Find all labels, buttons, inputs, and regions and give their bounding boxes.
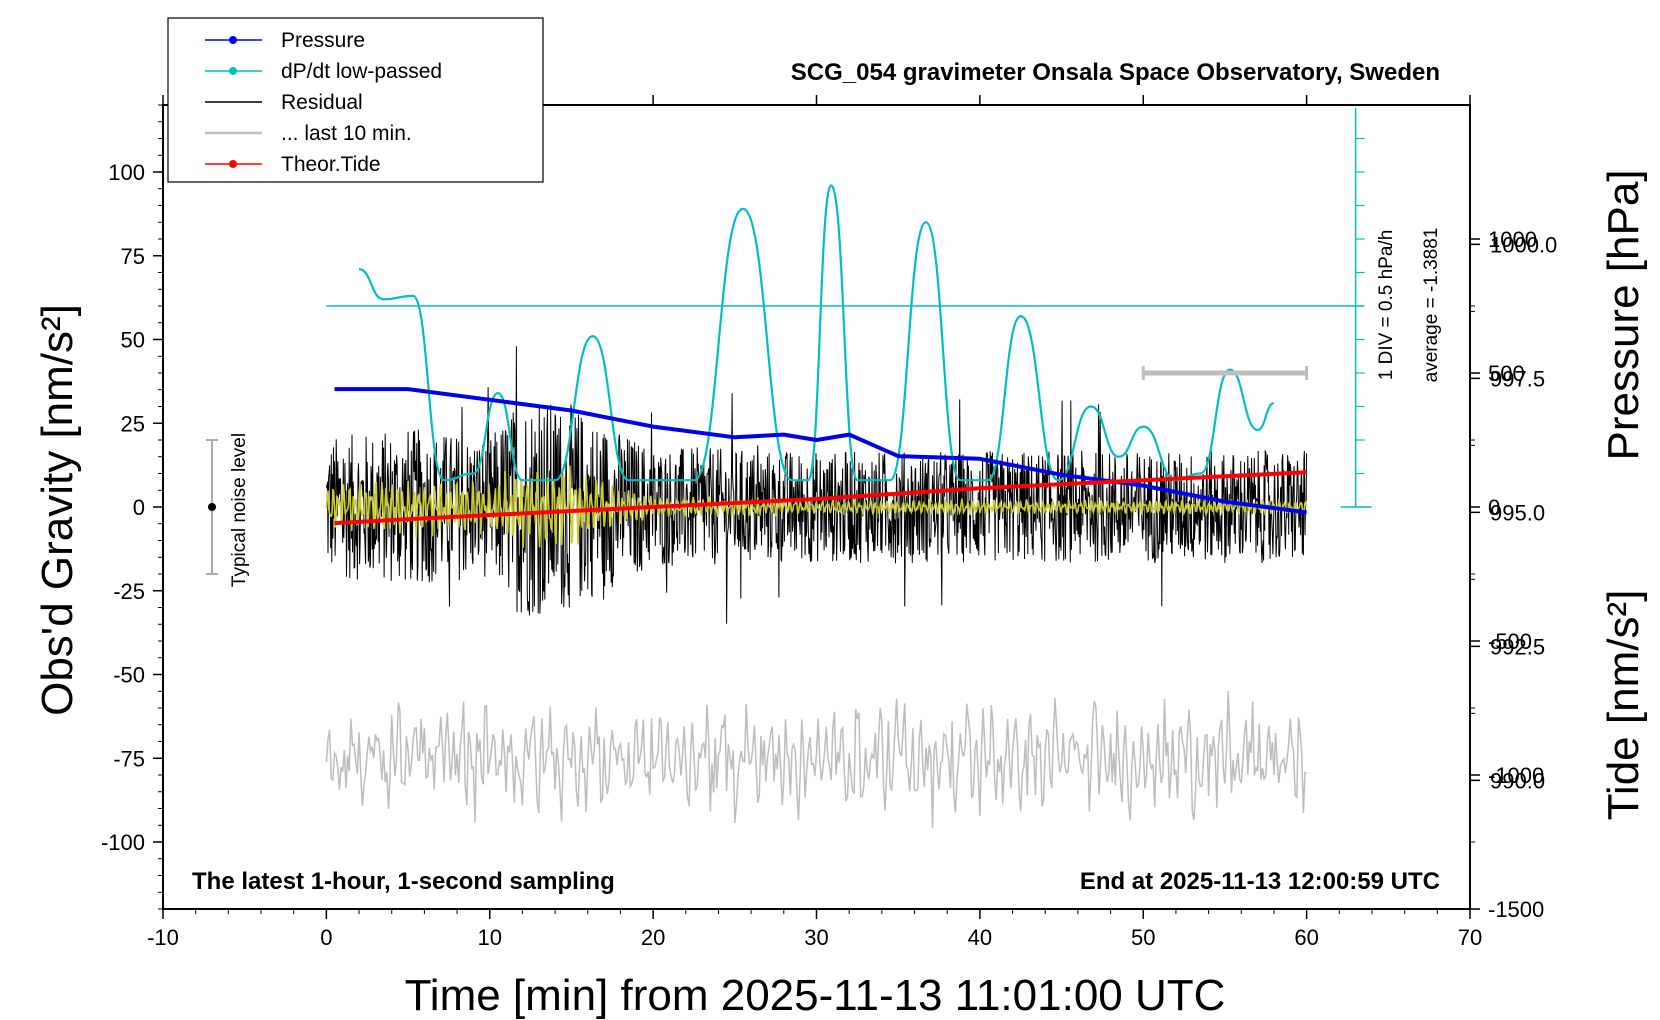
noise-level-label: Typical noise level — [229, 433, 250, 587]
dpdt-scale-label: 1 DIV = 0.5 hPa/h — [1376, 230, 1397, 381]
y-gravity-tick-label: -75 — [113, 746, 145, 771]
y-tide-tick-label: 1000 — [1488, 227, 1537, 252]
legend-box — [167, 17, 544, 183]
series-residual-lowpassed — [325, 465, 1308, 548]
x-tick-label: -10 — [147, 925, 179, 950]
chart-title: SCG_054 gravimeter Onsala Space Observat… — [791, 59, 1440, 86]
x-axis-label: Time [min] from 2025-11-13 11:01:00 UTC — [405, 971, 1226, 1020]
legend-marker — [229, 67, 237, 75]
y-pressure-tick-label: 992.5 — [1490, 634, 1545, 659]
noise-bar-dot — [208, 503, 217, 511]
y-gravity-tick-label: 0 — [133, 495, 145, 520]
legend-label: ... last 10 min. — [281, 122, 412, 145]
y-tide-tick-label: -1000 — [1488, 763, 1544, 788]
y-tide-tick-label: -1500 — [1488, 897, 1544, 922]
y-pressure-tick-label: 1000.0 — [1490, 232, 1557, 257]
x-tick-label: 10 — [478, 925, 502, 950]
x-tick-label: 70 — [1458, 925, 1482, 950]
y-tide-tick-label: -500 — [1488, 629, 1532, 654]
y-gravity-tick-label: 50 — [121, 328, 145, 353]
annotation-bottom-right: End at 2025-11-13 12:00:59 UTC — [1080, 868, 1440, 895]
x-tick-label: 50 — [1131, 925, 1155, 950]
x-tick-label: 0 — [320, 925, 332, 950]
y-tide-tick-label: 500 — [1488, 361, 1525, 386]
legend-label: dP/dt low-passed — [281, 60, 442, 83]
y-pressure-tick-label: 995.0 — [1490, 500, 1545, 525]
y-tide-tick-label: 0 — [1488, 495, 1500, 520]
series-layer — [206, 104, 1372, 829]
annotation-bottom-left: The latest 1-hour, 1-second sampling — [192, 868, 615, 895]
x-tick-label: 60 — [1294, 925, 1318, 950]
series-dpdt — [358, 184, 1275, 482]
y-axis-label-tide: Tide [nm/s²] — [1599, 590, 1648, 821]
series-theor-tide — [334, 470, 1307, 526]
y-gravity-tick-label: -100 — [101, 830, 145, 855]
y-gravity-tick-label: 25 — [121, 411, 145, 436]
y-pressure-tick-label: 997.5 — [1490, 366, 1545, 391]
y-gravity-tick-label: -25 — [113, 579, 145, 604]
x-tick-label: 20 — [641, 925, 665, 950]
legend-label: Pressure — [281, 29, 365, 52]
y-gravity-tick-label: 100 — [108, 160, 145, 185]
legend-marker — [229, 36, 237, 44]
legend-label: Theor.Tide — [281, 153, 381, 176]
y-axis-label-gravity: Obs'd Gravity [nm/s²] — [33, 304, 82, 716]
series-residual — [325, 346, 1308, 624]
x-tick-label: 40 — [968, 925, 992, 950]
dpdt-average-label: average = -1.3881 — [1421, 228, 1442, 383]
axes-layer: -10 0 10 20 30 40 50 60 701007550250-25-50-75-10… — [101, 95, 1557, 950]
legend-label: Residual — [281, 91, 363, 114]
y-axis-label-pressure: Pressure [hPa] — [1599, 169, 1648, 460]
x-tick-label: 30 — [804, 925, 828, 950]
series-last-10-min — [325, 691, 1307, 829]
legend: Pressure dP/dt low-passed Residual ... last… — [167, 17, 544, 183]
legend-marker — [229, 160, 237, 168]
y-pressure-tick-label: 990.0 — [1490, 768, 1545, 793]
y-gravity-tick-label: -50 — [113, 663, 145, 688]
y-gravity-tick-label: 75 — [121, 244, 145, 269]
